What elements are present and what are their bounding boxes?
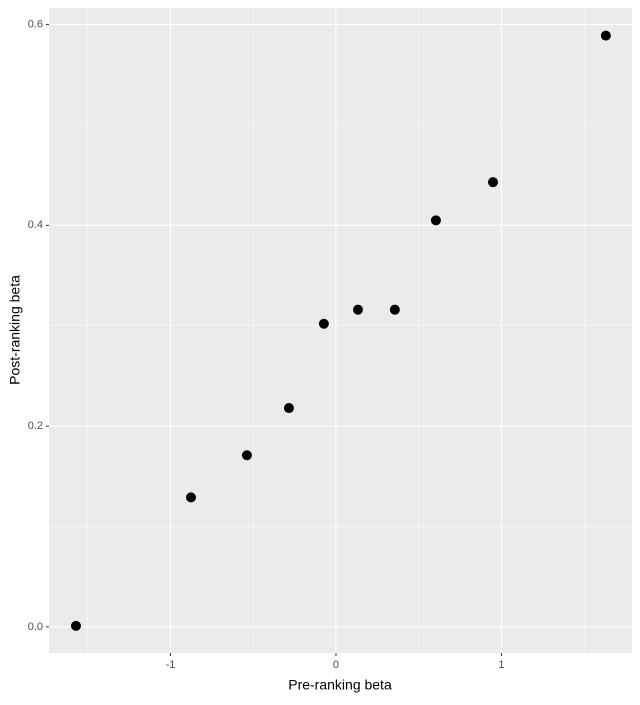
point	[70, 620, 81, 631]
point	[389, 304, 400, 315]
plot-panel	[49, 8, 632, 653]
y-tick-label: 0.0	[28, 621, 43, 633]
point	[487, 177, 498, 188]
point	[283, 403, 294, 414]
y-axis-title: Post-ranking beta	[7, 275, 23, 385]
x-tick-label: -1	[166, 659, 176, 671]
y-tick-label: 0.2	[28, 420, 43, 432]
point	[352, 304, 363, 315]
point	[430, 215, 441, 226]
x-tick-label: 0	[333, 659, 339, 671]
point	[241, 450, 252, 461]
y-tick-label: 0.4	[28, 219, 43, 231]
point	[185, 492, 196, 503]
y-tick-label: 0.6	[28, 18, 43, 30]
x-axis-title: Pre-ranking beta	[288, 677, 392, 693]
point	[318, 318, 329, 329]
x-tick-label: 1	[498, 659, 504, 671]
point	[600, 30, 611, 41]
